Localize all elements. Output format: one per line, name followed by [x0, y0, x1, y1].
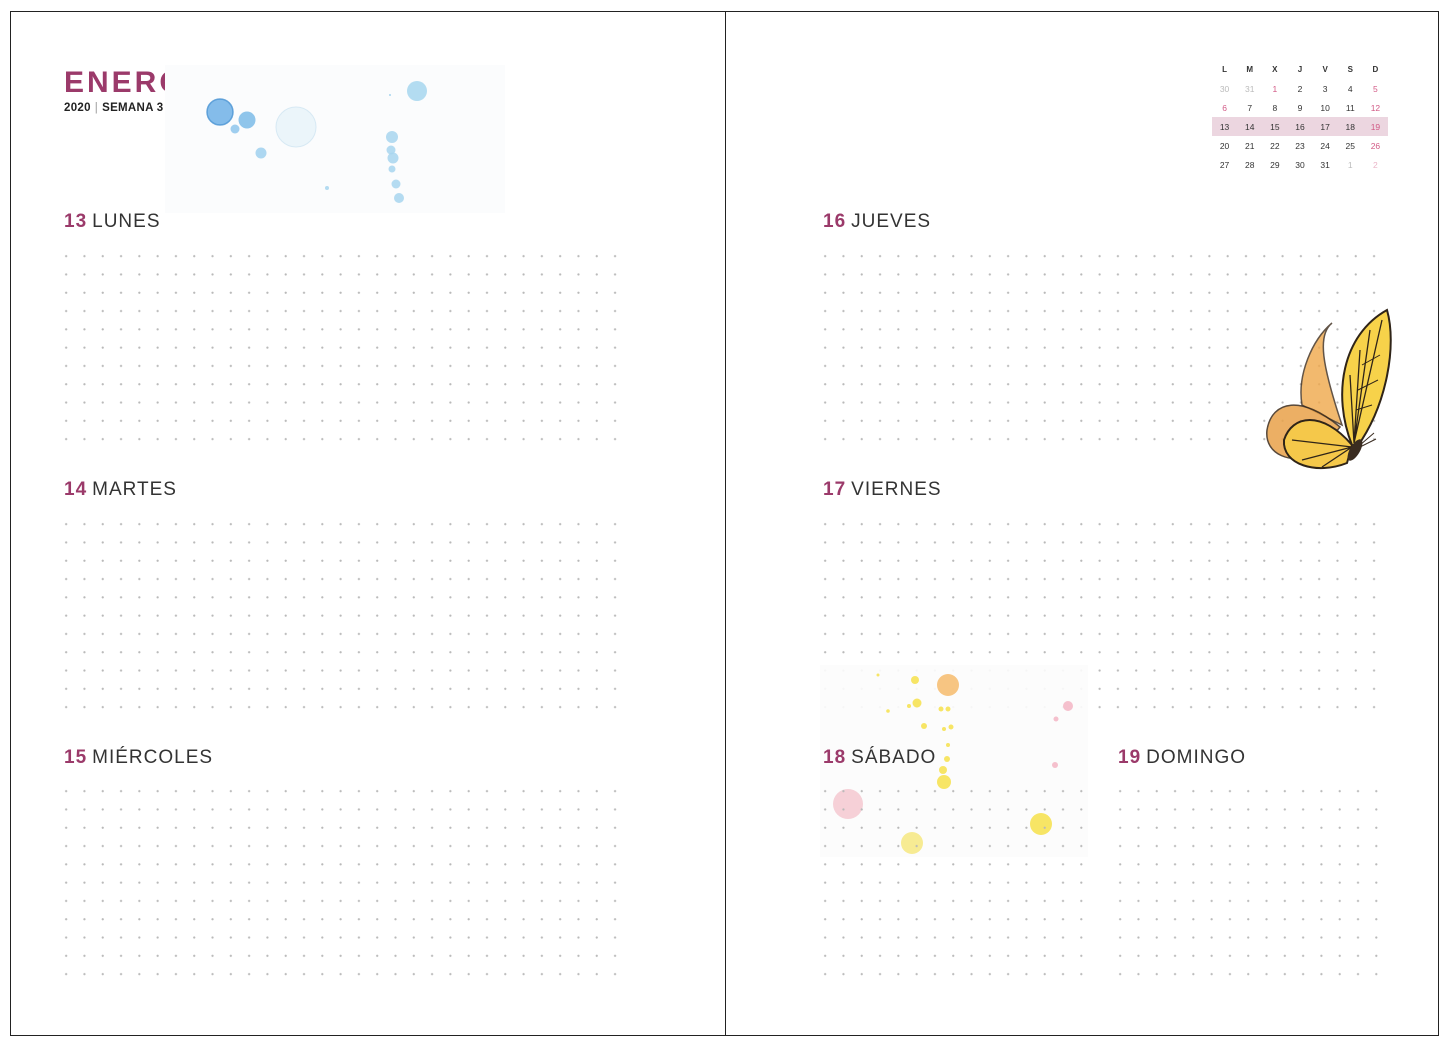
mini-calendar-header: L M X J V S D [1212, 60, 1388, 79]
calendar-day: 29 [1270, 159, 1280, 170]
dot-grid-saturday[interactable] [816, 782, 1089, 987]
calendar-day: 6 [1222, 102, 1227, 113]
calendar-day: 14 [1237, 117, 1263, 136]
day-name: LUNES [92, 211, 161, 232]
calendar-day: 24 [1320, 140, 1330, 151]
dot-grid-tuesday[interactable] [57, 515, 625, 720]
weekday-header: D [1372, 65, 1379, 74]
calendar-day: 31 [1320, 159, 1330, 170]
calendar-day: 26 [1370, 140, 1381, 151]
day-heading-saturday: 18 SÁBADO [823, 747, 936, 769]
calendar-day: 8 [1272, 102, 1278, 113]
calendar-day: 15 [1262, 117, 1288, 136]
week-label: SEMANA 3 [102, 102, 164, 114]
day-name: MARTES [92, 479, 177, 500]
calendar-day: 7 [1247, 102, 1253, 113]
day-number: 17 [823, 479, 847, 500]
calendar-day: 30 [1295, 159, 1305, 170]
calendar-week: 27 28 29 30 31 1 2 [1212, 155, 1388, 174]
calendar-day: 17 [1312, 117, 1338, 136]
weekday-header: S [1347, 65, 1353, 74]
calendar-day: 31 [1244, 83, 1255, 94]
mini-calendar: L M X J V S D 30 31 1 2 3 4 5 6 7 8 9 10… [1212, 60, 1388, 174]
calendar-week-current: 13 14 15 16 17 18 19 [1212, 117, 1388, 136]
day-number: 14 [64, 479, 88, 500]
day-heading-tuesday: 14 MARTES [64, 479, 177, 501]
dot-grid-monday[interactable] [57, 247, 625, 452]
calendar-week: 30 31 1 2 3 4 5 [1212, 79, 1388, 98]
planner-spread [10, 11, 1439, 1036]
calendar-day: 1 [1272, 83, 1278, 94]
calendar-day: 19 [1362, 117, 1388, 136]
calendar-day: 20 [1219, 140, 1230, 151]
calendar-day: 30 [1219, 83, 1230, 94]
year-label: 2020 [64, 102, 91, 114]
blue-watercolor-splash-icon [165, 65, 505, 213]
weekday-header: M [1246, 65, 1254, 74]
page-gutter [725, 11, 726, 1036]
day-name: VIERNES [851, 479, 942, 500]
day-name: DOMINGO [1146, 747, 1247, 768]
day-heading-thursday: 16 JUEVES [823, 211, 931, 233]
weekday-header: X [1272, 65, 1278, 74]
day-heading-sunday: 19 DOMINGO [1118, 747, 1246, 769]
day-number: 16 [823, 211, 847, 232]
calendar-day: 10 [1320, 102, 1330, 113]
day-number: 18 [823, 747, 847, 768]
calendar-day: 2 [1373, 159, 1378, 170]
weekday-header: L [1222, 65, 1228, 74]
day-number: 15 [64, 747, 88, 768]
butterfly-icon [1266, 308, 1392, 470]
calendar-day: 11 [1345, 102, 1355, 113]
calendar-day: 25 [1345, 140, 1355, 151]
calendar-day: 3 [1322, 83, 1328, 94]
calendar-day: 16 [1287, 117, 1313, 136]
day-name: JUEVES [851, 211, 932, 232]
weekday-header: V [1322, 65, 1328, 74]
separator: | [94, 102, 99, 114]
calendar-day: 28 [1244, 159, 1255, 170]
calendar-day: 1 [1347, 159, 1353, 170]
day-name: MIÉRCOLES [92, 747, 214, 768]
weekday-header: J [1297, 65, 1303, 74]
year-week-label: 2020 | SEMANA 3 [64, 102, 164, 114]
day-number: 13 [64, 211, 88, 232]
calendar-day: 9 [1297, 102, 1303, 113]
day-heading-monday: 13 LUNES [64, 211, 161, 233]
calendar-day: 21 [1244, 140, 1255, 151]
dot-grid-wednesday[interactable] [57, 782, 625, 987]
day-heading-wednesday: 15 MIÉRCOLES [64, 747, 213, 769]
calendar-week: 6 7 8 9 10 11 12 [1212, 98, 1388, 117]
calendar-day: 2 [1297, 83, 1303, 94]
month-title: ENERO [64, 66, 186, 99]
calendar-day: 27 [1219, 159, 1230, 170]
day-heading-friday: 17 VIERNES [823, 479, 942, 501]
calendar-day: 12 [1370, 102, 1381, 113]
day-number: 19 [1118, 747, 1142, 768]
calendar-day: 13 [1212, 117, 1238, 136]
day-name: SÁBADO [851, 747, 937, 768]
calendar-day: 5 [1373, 83, 1378, 94]
calendar-day: 4 [1347, 83, 1353, 94]
calendar-day: 22 [1270, 140, 1280, 151]
calendar-day: 23 [1295, 140, 1305, 151]
calendar-day: 18 [1337, 117, 1363, 136]
dot-grid-sunday[interactable] [1111, 782, 1384, 987]
calendar-week: 20 21 22 23 24 25 26 [1212, 136, 1388, 155]
